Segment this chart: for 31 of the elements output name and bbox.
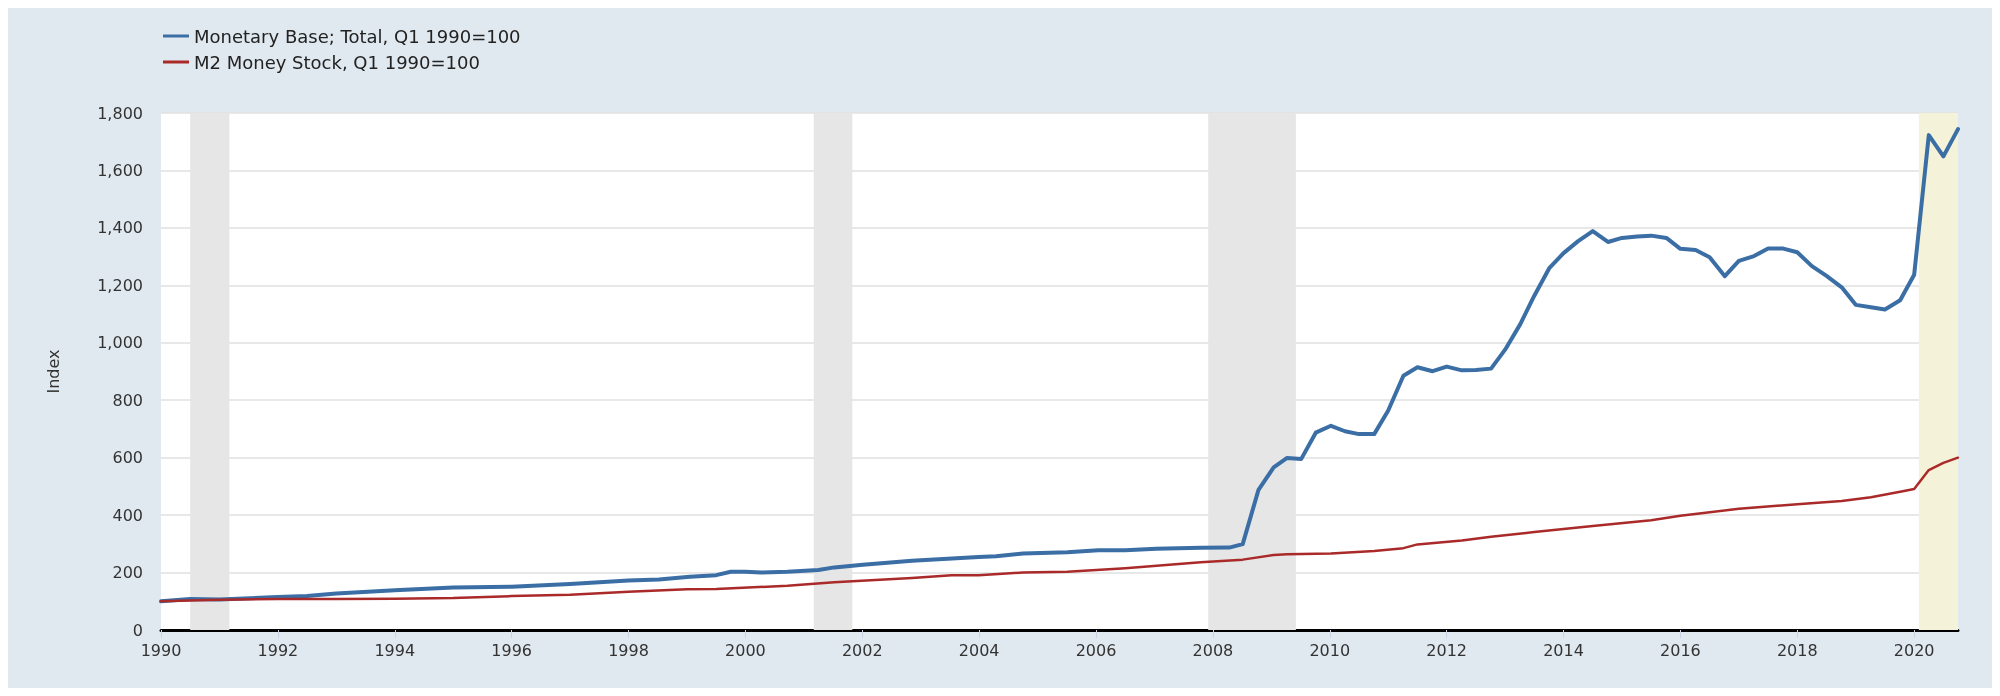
y-tick-label: 800 (112, 390, 143, 410)
x-tick-label: 2018 (1776, 640, 1818, 660)
y-tick-label: 1,200 (97, 275, 143, 295)
y-tick-label: 400 (112, 505, 143, 525)
x-tick-label: 1992 (257, 640, 299, 660)
y-tick-label: 1,000 (97, 333, 143, 353)
y-tick-label: 0 (132, 620, 143, 640)
x-tick-label: 2014 (1543, 640, 1584, 660)
x-tick-label: 2000 (725, 640, 766, 660)
x-tick-label: 2010 (1309, 640, 1351, 660)
x-tick-label: 2002 (841, 640, 883, 660)
y-tick-label: 1,800 (97, 103, 143, 123)
x-tick-label: 1994 (374, 640, 416, 660)
y-tick-label: 200 (112, 563, 143, 583)
legend-label: Monetary Base; Total, Q1 1990=100 (194, 25, 521, 47)
y-tick-label: 1,400 (97, 218, 143, 238)
x-tick-label: 2016 (1660, 640, 1701, 660)
x-tick-label: 2006 (1075, 640, 1117, 660)
y-tick-label: 600 (112, 448, 143, 468)
x-tick-label: 2012 (1426, 640, 1468, 660)
x-tick-label: 2008 (1192, 640, 1234, 660)
y-axis-title: Index (43, 349, 63, 394)
x-tick-label: 1990 (140, 640, 182, 660)
x-tick-label: 2004 (958, 640, 1000, 660)
line-series (159, 127, 1960, 604)
x-tick-label: 1996 (491, 640, 532, 660)
legend-label: M2 Money Stock, Q1 1990=100 (194, 51, 480, 73)
x-tick-label: 1998 (608, 640, 649, 660)
x-tick-label: 2020 (1893, 640, 1935, 660)
line-series (159, 456, 1960, 603)
y-tick-label: 1,600 (97, 160, 143, 180)
